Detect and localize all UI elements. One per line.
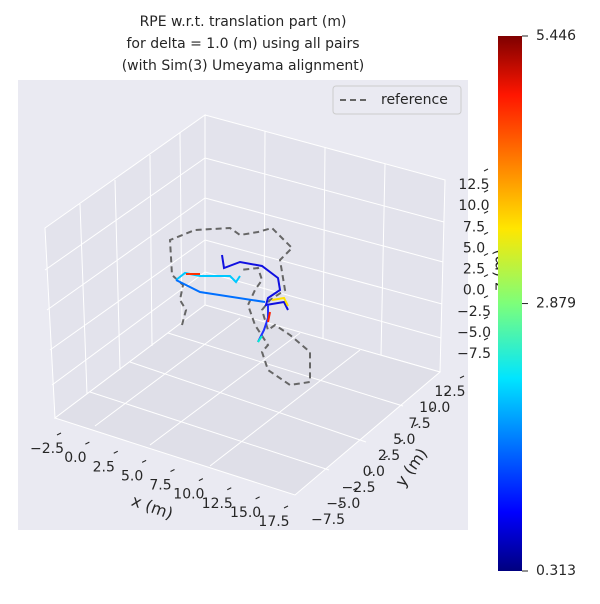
- y-tick: [353, 487, 358, 491]
- x-tick: [113, 450, 118, 454]
- y-tick: [459, 375, 465, 379]
- xticks-label: −2.5: [30, 441, 64, 457]
- z-tick: [483, 295, 489, 299]
- x-tick: [283, 505, 289, 509]
- y-tick: [444, 391, 449, 395]
- zticks-label: 10.0: [458, 198, 489, 214]
- z-tick: [483, 337, 489, 341]
- z-tick: [483, 316, 489, 320]
- xticks-label: 0.0: [64, 450, 86, 466]
- yticks-label: 0.0: [363, 464, 385, 480]
- xticks-label: 7.5: [149, 478, 171, 494]
- yticks-label: −2.5: [342, 480, 376, 496]
- y-tick: [398, 439, 404, 443]
- legend: reference: [332, 85, 462, 115]
- y-tick: [414, 423, 419, 427]
- x-tick: [85, 441, 90, 445]
- x-tick: [141, 459, 147, 463]
- colorbar-tick-label: 5.446: [536, 28, 576, 44]
- z-tick: [483, 274, 489, 278]
- zticks-label: −2.5: [457, 304, 491, 320]
- y-tick: [337, 503, 343, 507]
- yticks-label: 7.5: [408, 416, 430, 432]
- x-tick: [255, 496, 260, 500]
- zticks-label: −7.5: [457, 346, 491, 362]
- x-tick: [56, 432, 62, 436]
- x-tick: [227, 487, 232, 491]
- colorbar-tick-label: 0.313: [536, 563, 576, 579]
- yticks-label: 5.0: [393, 432, 415, 448]
- z-tick: [483, 231, 489, 235]
- y-tick: [429, 407, 434, 411]
- yticks-label: 2.5: [378, 448, 400, 464]
- legend-box: [332, 85, 462, 115]
- chart-title: RPE w.r.t. translation part (m) for delta…: [122, 14, 365, 74]
- yticks-label: −5.0: [326, 496, 360, 512]
- z-tick: [483, 168, 489, 172]
- y-tick: [383, 455, 388, 459]
- x-tick: [198, 478, 204, 482]
- zticks-label: 0.0: [463, 283, 485, 299]
- zticks-label: 5.0: [463, 240, 485, 256]
- legend-label: reference: [381, 92, 448, 108]
- yticks-label: 12.5: [434, 384, 465, 400]
- y-tick: [368, 471, 373, 475]
- reference-trajectory: [168, 226, 311, 387]
- zticks-label: −5.0: [457, 325, 491, 341]
- yticks-label: 10.0: [419, 400, 450, 416]
- x-tick: [170, 469, 175, 472]
- colorbar-tick-label: 2.879: [536, 296, 576, 312]
- xticks-label: 12.5: [202, 496, 233, 512]
- xticks-label: 2.5: [93, 459, 115, 475]
- z-tick: [483, 253, 489, 256]
- xticks-label: 10.0: [173, 487, 204, 503]
- yticks-label: −7.5: [311, 512, 345, 528]
- z-tick: [483, 189, 489, 193]
- colorbar: [498, 36, 522, 571]
- xticks-label: 5.0: [121, 468, 143, 484]
- xticks-label: 15.0: [230, 505, 261, 521]
- trajectory: [175, 254, 289, 343]
- chart-title-text: RPE w.r.t. translation part (m) for delta…: [122, 14, 365, 74]
- zticks-label: 12.5: [458, 177, 489, 193]
- xticks-label: 17.5: [258, 514, 289, 530]
- zticks-label: 7.5: [463, 219, 485, 235]
- zticks-label: 2.5: [463, 262, 485, 278]
- z-tick: [483, 210, 489, 214]
